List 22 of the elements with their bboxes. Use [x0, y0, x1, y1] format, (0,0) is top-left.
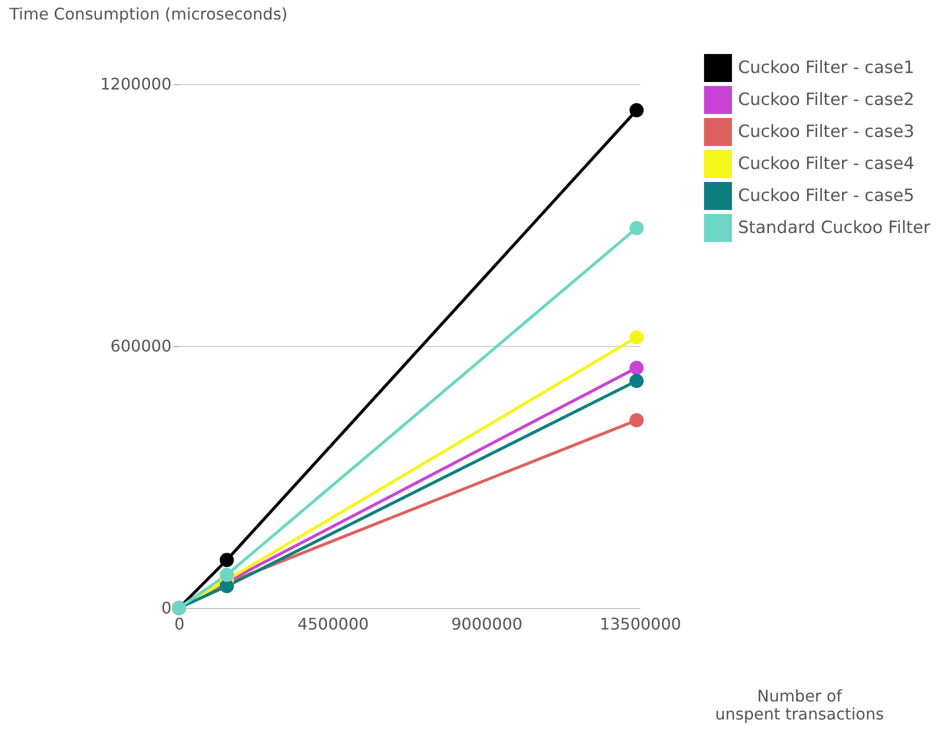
legend-label: Standard Cuckoo Filter: [738, 218, 930, 238]
x-tick-label: 13500000: [600, 614, 682, 634]
point: [630, 103, 644, 118]
point: [630, 360, 644, 375]
legend-label: Cuckoo Filter - case1: [738, 58, 914, 78]
point: [630, 221, 644, 236]
point: [630, 374, 644, 388]
legend-label: Cuckoo Filter - case4: [738, 154, 914, 174]
y-tick-label: 0: [161, 598, 172, 618]
x-tick-label: 9000000: [451, 614, 522, 634]
x-axis-title: Number of unspent transactions: [715, 686, 884, 724]
legend-label: Cuckoo Filter - case2: [738, 90, 914, 110]
point: [630, 413, 644, 428]
x-tick-label: 4500000: [298, 614, 369, 634]
y-tick-label: 600000: [110, 336, 172, 356]
x-tick-label: 0: [174, 614, 185, 634]
point: [630, 330, 644, 344]
y-axis-title: Time Consumption (microseconds): [8, 4, 288, 24]
legend-label: Cuckoo Filter - case3: [738, 122, 914, 142]
point: [220, 552, 234, 568]
legend-label: Cuckoo Filter - case5: [738, 186, 914, 206]
y-tick-label: 1200000: [100, 74, 172, 94]
